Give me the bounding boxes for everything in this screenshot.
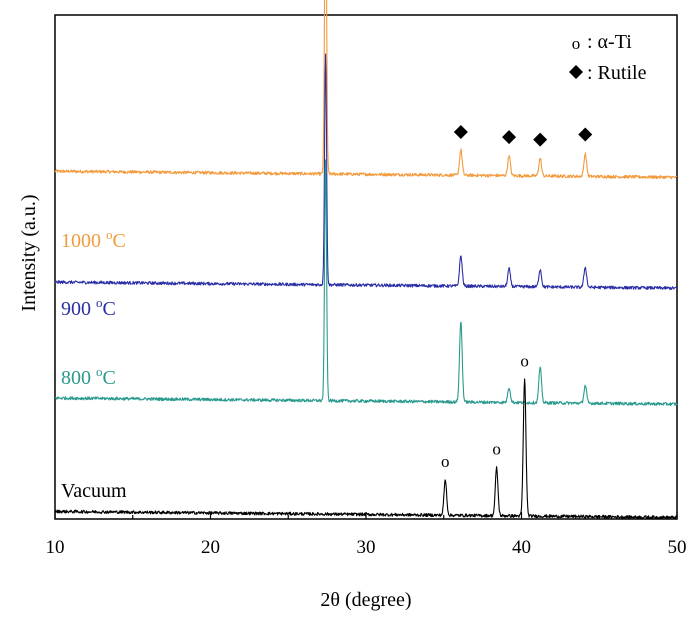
legend-label-alpha-ti: : α-Ti [587,31,632,53]
y-axis-title: Intensity (a.u.) [18,194,40,311]
series-line-0 [55,0,677,179]
plot-area-border [55,15,677,519]
x-tick-label: 30 [357,537,376,558]
legend-marker-rutile-icon [569,65,583,79]
legend-marker-alpha-ti: o [572,34,581,53]
rutile-diamond-marker [502,130,516,144]
series-line-3 [55,379,677,519]
rutile-diamond-marker [454,125,468,139]
rutile-diamond-marker [578,128,592,142]
legend-label-rutile: : Rutile [587,62,647,84]
series-label: 800 oC [61,364,116,389]
series-lines [55,0,677,519]
peak-markers: o o o [319,0,593,471]
series-label: Vacuum [61,480,127,502]
x-tick-label: 40 [512,537,531,558]
alpha-ti-o-marker: o [441,452,450,471]
alpha-ti-o-marker: o [520,351,529,370]
series-label: 900 oC [61,295,116,320]
x-tick-label: 10 [46,537,65,558]
x-axis-title: 2θ (degree) [320,589,411,611]
alpha-ti-o-marker: o [492,440,501,459]
series-labels: 1000 oC 900 oC 800 oC Vacuum [61,227,127,502]
legend: o : α-Ti : Rutile [569,31,647,84]
plot-frame [55,15,677,519]
x-tick-label: 50 [668,537,687,558]
x-axis-tick-labels: 10 20 30 40 50 [46,537,687,558]
rutile-diamond-marker [533,133,547,147]
series-label: 1000 oC [61,227,126,252]
x-tick-label: 20 [201,537,220,558]
